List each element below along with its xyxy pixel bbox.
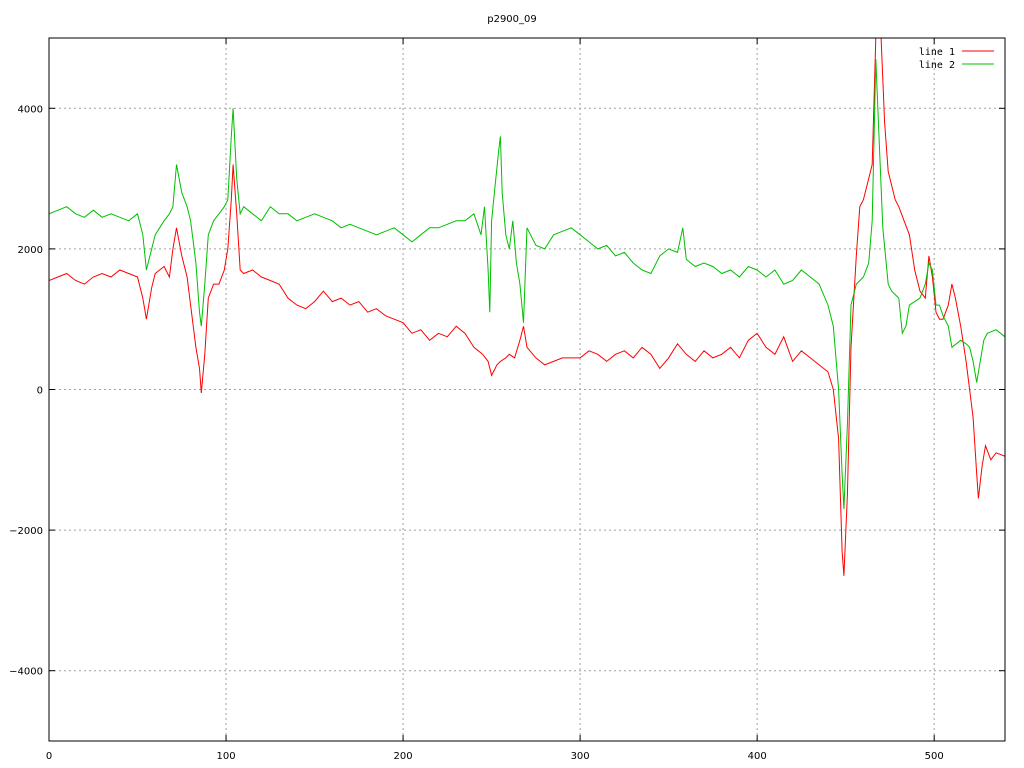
series-lines [49,38,1005,576]
series-line-2 [49,59,1005,510]
x-tick-label: 200 [394,751,413,762]
y-tick-label: −2000 [9,526,43,537]
x-tick-label: 0 [46,751,52,762]
y-tick-label: −4000 [9,667,43,678]
axis-ticks: 0 100 200 300 400 500 −4000 −2000 0 2000 4000 [9,38,1005,762]
series-line-1 [49,38,1005,576]
x-tick-label: 100 [216,751,235,762]
legend-label-1: line 1 [919,47,955,58]
legend-label-2: line 2 [919,60,955,71]
x-tick-label: 300 [571,751,590,762]
chart-title: p2900_09 [487,14,537,25]
x-tick-label: 500 [925,751,944,762]
legend: line 1 line 2 [919,47,994,71]
plot-frame [48,37,1006,742]
y-tick-label: 0 [37,386,43,397]
y-tick-label: 4000 [18,104,43,115]
grid [49,38,1005,741]
x-tick-label: 400 [748,751,767,762]
y-tick-label: 2000 [18,245,43,256]
